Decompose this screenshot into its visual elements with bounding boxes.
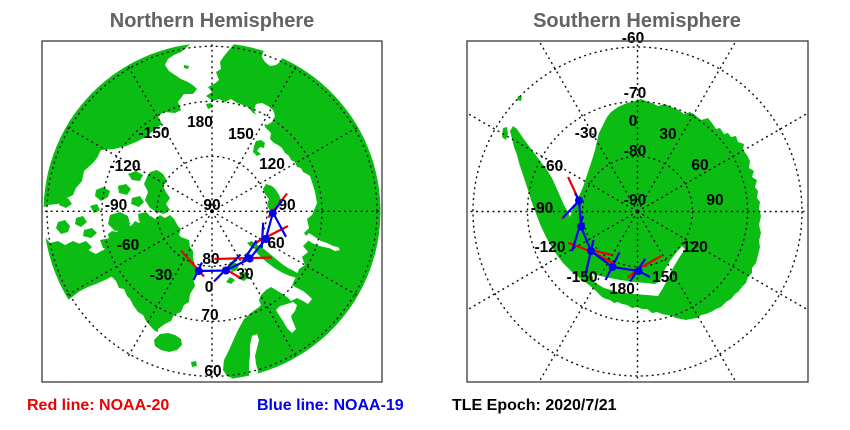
svg-text:180: 180 bbox=[609, 281, 635, 298]
svg-text:-30: -30 bbox=[150, 267, 172, 284]
svg-text:Northern Hemisphere: Northern Hemisphere bbox=[110, 10, 315, 32]
svg-text:-60: -60 bbox=[622, 30, 644, 47]
svg-text:90: 90 bbox=[706, 192, 723, 209]
svg-text:60: 60 bbox=[204, 363, 221, 380]
svg-text:0: 0 bbox=[205, 279, 214, 296]
svg-text:150: 150 bbox=[228, 126, 254, 143]
svg-text:TLE Epoch: 2020/7/21: TLE Epoch: 2020/7/21 bbox=[452, 397, 617, 414]
svg-text:120: 120 bbox=[682, 239, 708, 256]
svg-text:-120: -120 bbox=[534, 239, 565, 256]
svg-text:0: 0 bbox=[629, 113, 638, 130]
svg-text:180: 180 bbox=[187, 114, 213, 131]
svg-text:-150: -150 bbox=[138, 125, 169, 142]
svg-text:60: 60 bbox=[691, 157, 708, 174]
svg-text:150: 150 bbox=[652, 269, 678, 286]
svg-text:-80: -80 bbox=[624, 143, 646, 160]
svg-text:30: 30 bbox=[236, 266, 253, 283]
svg-text:-60: -60 bbox=[117, 237, 139, 254]
svg-text:60: 60 bbox=[267, 235, 284, 252]
svg-text:-90: -90 bbox=[531, 200, 553, 217]
svg-text:-150: -150 bbox=[566, 269, 597, 286]
svg-text:70: 70 bbox=[201, 307, 218, 324]
svg-text:-120: -120 bbox=[109, 158, 140, 175]
svg-text:-60: -60 bbox=[541, 158, 563, 175]
svg-text:-90: -90 bbox=[105, 197, 127, 214]
svg-text:-30: -30 bbox=[575, 125, 597, 142]
svg-text:Southern Hemisphere: Southern Hemisphere bbox=[533, 10, 741, 32]
svg-text:30: 30 bbox=[659, 126, 676, 143]
svg-text:120: 120 bbox=[259, 156, 285, 173]
svg-text:Blue line: NOAA-19: Blue line: NOAA-19 bbox=[257, 397, 404, 414]
svg-text:-70: -70 bbox=[624, 85, 646, 102]
svg-text:-90: -90 bbox=[624, 192, 646, 209]
svg-text:Red line: NOAA-20: Red line: NOAA-20 bbox=[27, 397, 169, 414]
